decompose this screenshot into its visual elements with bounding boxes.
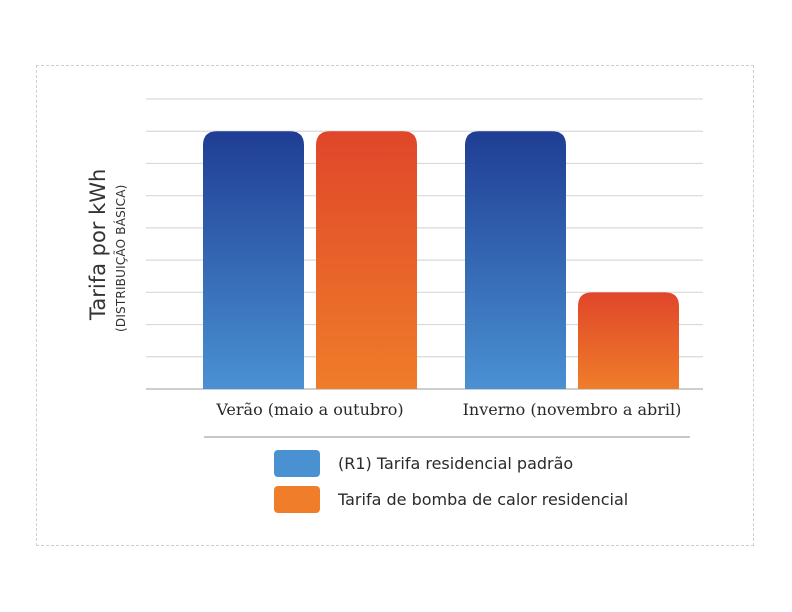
y-axis-sublabel: (DISTRIBUIÇÃO BÁSICA) [114, 184, 128, 332]
legend-label-standard: (R1) Tarifa residencial padrão [338, 453, 574, 473]
x-tick-label-summer: Verão (maio a outubro) [216, 400, 404, 419]
bar-heat-pump-summer [316, 131, 417, 389]
y-axis-label: Tarifa por kWh [86, 168, 110, 320]
legend-label-heat-pump: Tarifa de bomba de calor residencial [338, 489, 629, 509]
x-tick-label-winter: Inverno (novembro a abril) [462, 400, 682, 419]
legend-entry-standard: (R1) Tarifa residencial padrão [274, 449, 573, 477]
legend-entry-heat-pump: Tarifa de bomba de calor residencial [274, 485, 628, 513]
bar-standard-winter [465, 131, 566, 389]
bars [203, 131, 679, 389]
legend-divider [204, 436, 690, 438]
legend-swatch-standard [274, 449, 320, 477]
legend-swatch-heat-pump [274, 485, 320, 513]
bar-standard-summer [203, 131, 304, 389]
bar-heat-pump-winter [578, 292, 679, 389]
chart-frame [36, 65, 754, 546]
